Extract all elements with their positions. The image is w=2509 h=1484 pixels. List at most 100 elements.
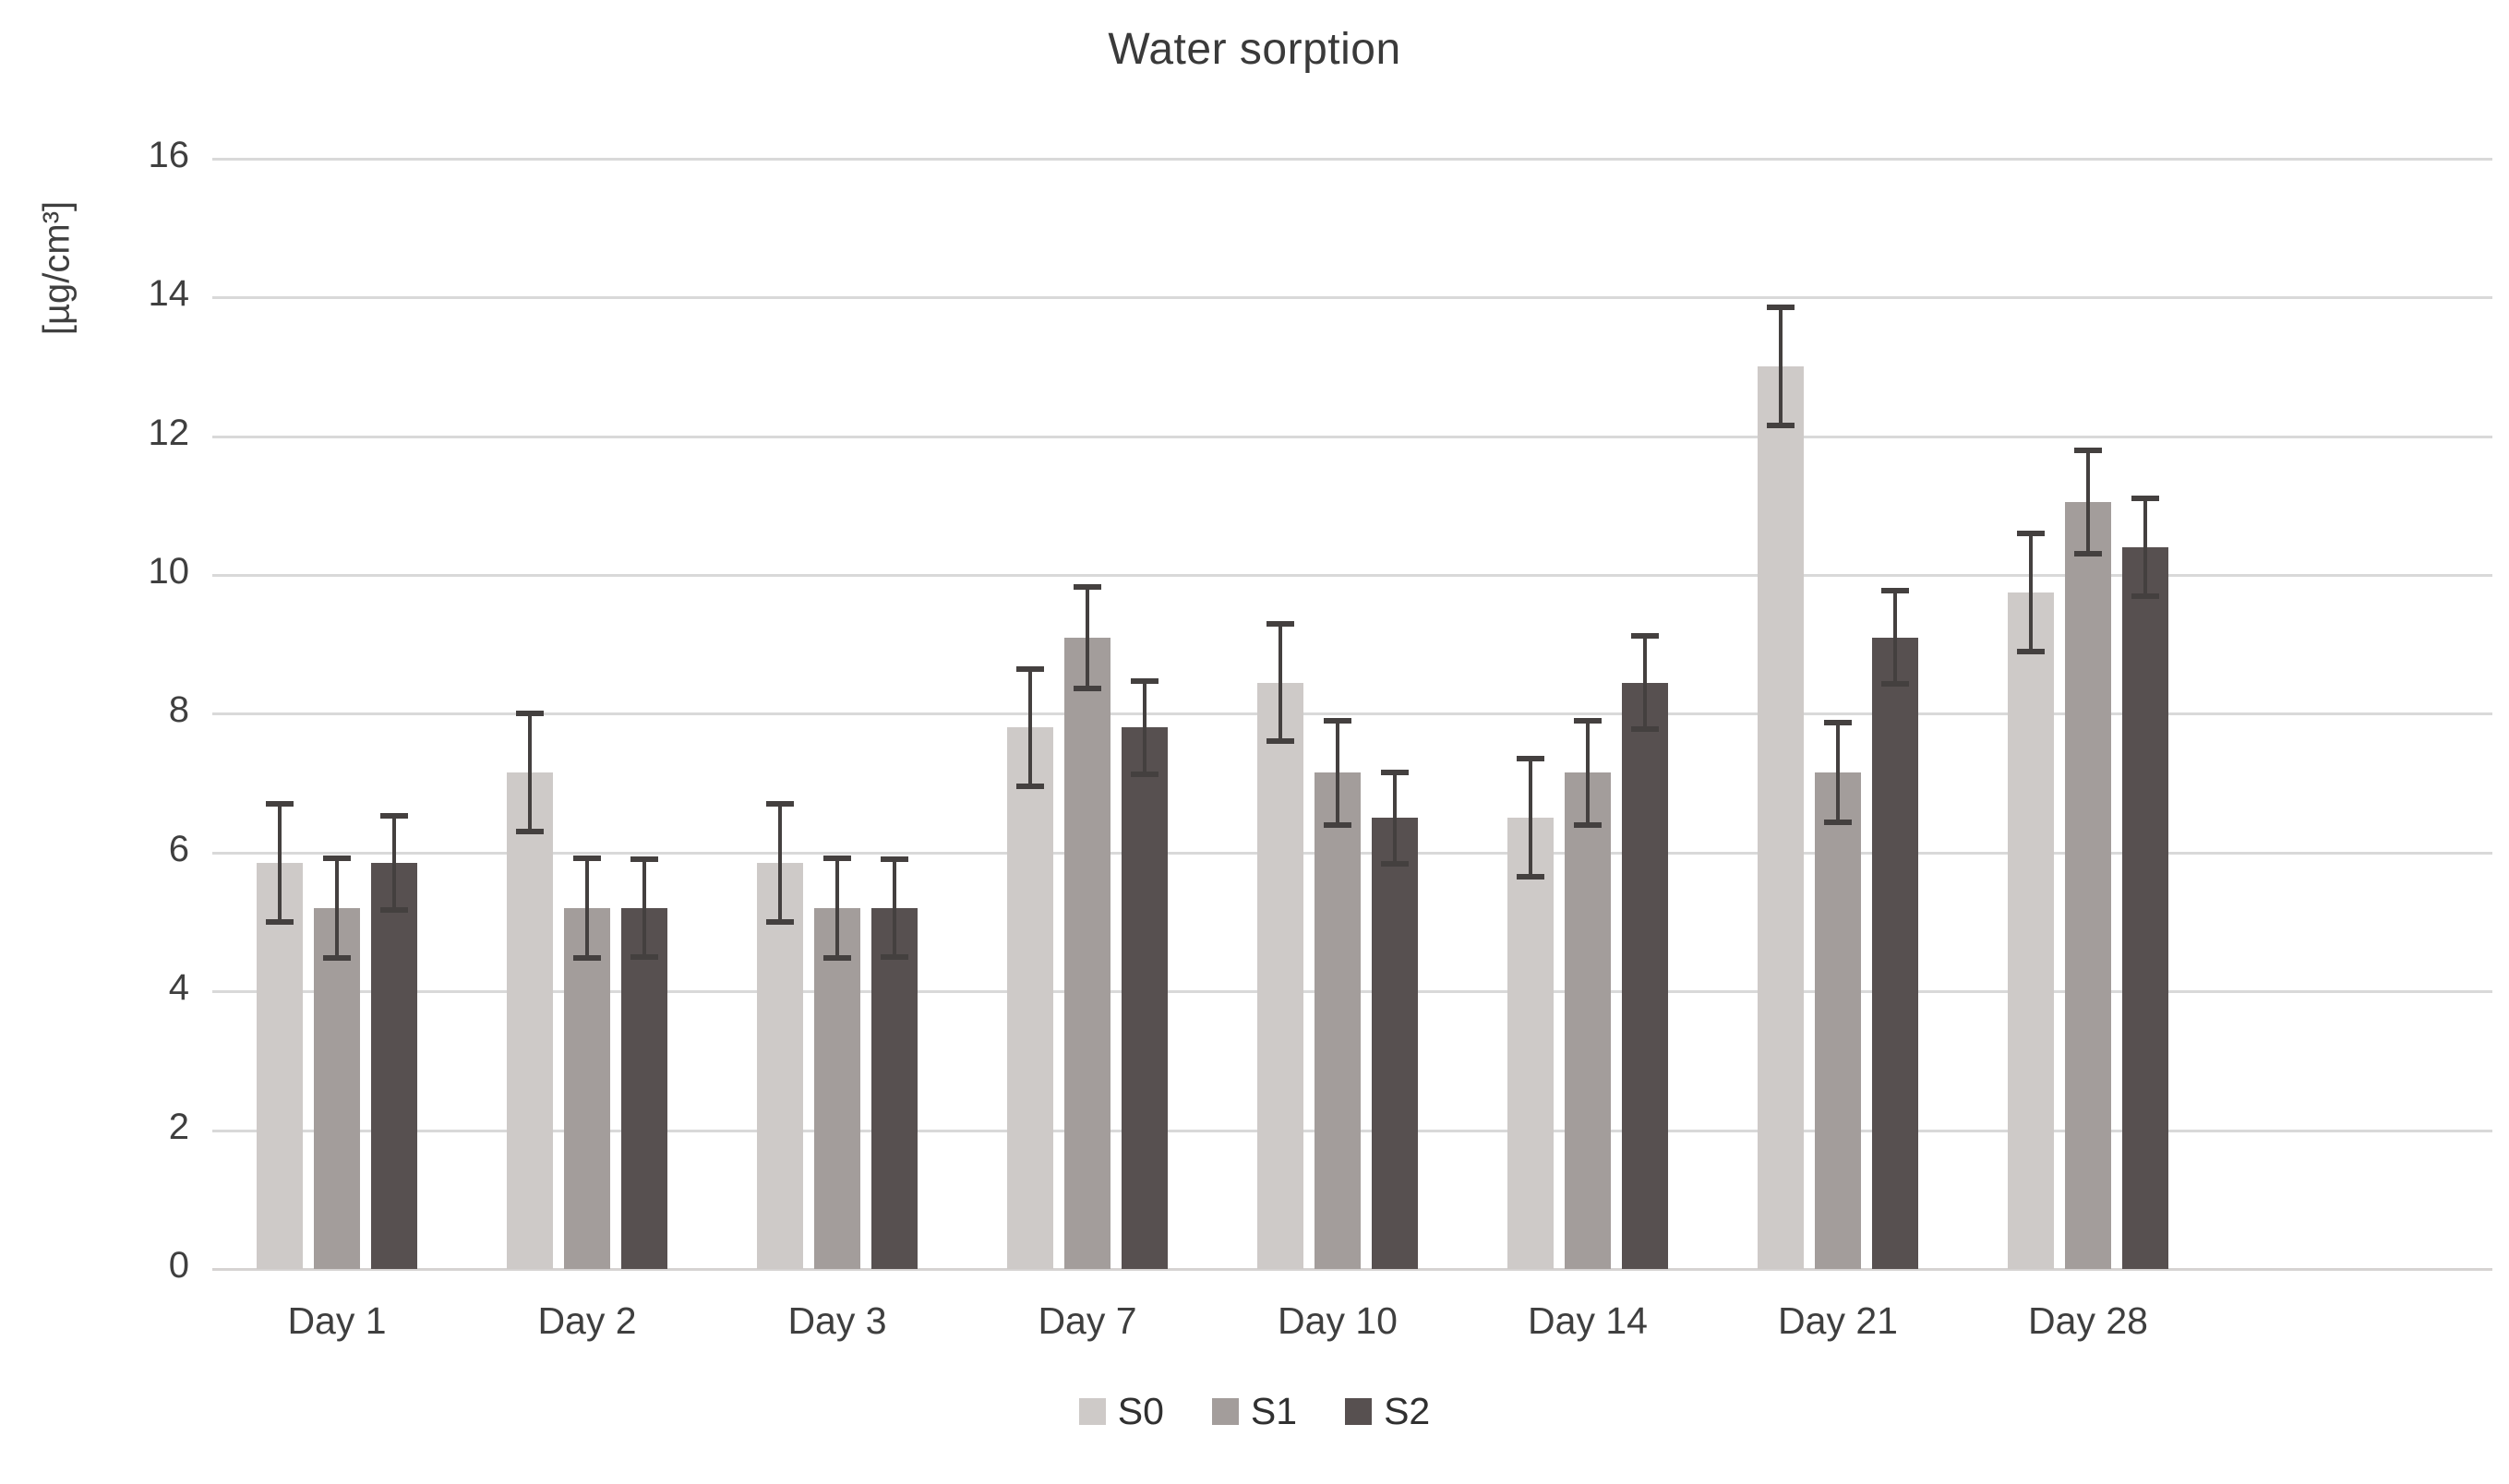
bar-S0-day-28 xyxy=(2008,592,2054,1269)
bar-S2-day-3 xyxy=(871,907,918,1269)
error-bar-cap-top xyxy=(1574,717,1602,724)
bar-S0-day-10 xyxy=(1257,682,1303,1269)
error-bar-line xyxy=(1643,636,1647,729)
bar-S2-day-7 xyxy=(1122,727,1168,1269)
bar-S0-day-2 xyxy=(507,772,553,1269)
error-bar-line xyxy=(335,857,339,959)
bar-S1-day-10 xyxy=(1315,772,1361,1269)
legend-label-S2: S2 xyxy=(1384,1390,1431,1432)
error-bar-cap-bottom xyxy=(1631,725,1659,732)
bar-S1-day-21 xyxy=(1815,772,1861,1269)
error-bar-line xyxy=(2143,498,2147,596)
error-bar-cap-top xyxy=(573,855,601,861)
error-bar-cap-top xyxy=(766,801,794,808)
bar-S1-day-1 xyxy=(314,907,360,1269)
error-bar-line xyxy=(1028,668,1032,787)
bar-S0-day-1 xyxy=(257,863,303,1269)
y-tick-label-0: 0 xyxy=(168,1245,189,1286)
error-bar-cap-bottom xyxy=(323,955,351,962)
error-bar-cap-top xyxy=(881,856,908,863)
error-bar-line xyxy=(528,713,532,832)
error-bar-cap-top xyxy=(1074,583,1101,590)
error-bar-cap-top xyxy=(1267,620,1294,627)
error-bar-cap-top xyxy=(1324,717,1351,724)
bar-S0-day-14 xyxy=(1507,818,1554,1269)
error-bar-line xyxy=(1336,720,1339,825)
error-bar-cap-bottom xyxy=(2131,592,2159,599)
bar-S2-day-10 xyxy=(1372,818,1418,1269)
error-bar-cap-bottom xyxy=(516,829,544,835)
x-tick-label-3: Day 3 xyxy=(787,1299,887,1342)
legend-entry-S0: S0 xyxy=(1078,1390,1164,1433)
error-bar-cap-top xyxy=(266,801,294,808)
error-bar-cap-top xyxy=(380,812,408,819)
y-tick-label-12: 12 xyxy=(148,412,190,453)
error-bar-line xyxy=(1893,591,1897,685)
error-bar-cap-bottom xyxy=(573,955,601,962)
y-tick-label-14: 14 xyxy=(148,273,190,315)
y-tick-label-10: 10 xyxy=(148,551,190,592)
error-bar-cap-bottom xyxy=(1131,771,1158,777)
legend-entry-S1: S1 xyxy=(1211,1390,1298,1433)
error-bar-cap-top xyxy=(323,855,351,861)
error-bar-line xyxy=(1836,723,1840,823)
error-bar-cap-bottom xyxy=(380,907,408,914)
error-bar-line xyxy=(1393,772,1397,864)
bar-S1-day-2 xyxy=(564,907,610,1269)
legend-swatch-S2 xyxy=(1345,1398,1373,1425)
x-tick-label-7: Day 21 xyxy=(1778,1299,1898,1342)
x-tick-label-8: Day 28 xyxy=(2028,1299,2148,1342)
error-bar-line xyxy=(1143,681,1146,774)
error-bar-cap-bottom xyxy=(1381,860,1409,867)
error-bar-cap-top xyxy=(1381,769,1409,775)
error-bar-line xyxy=(1279,623,1282,742)
error-bar-cap-top xyxy=(630,856,658,863)
error-bar-line xyxy=(835,857,839,959)
bar-S0-day-7 xyxy=(1007,727,1053,1269)
error-bar-cap-top xyxy=(2017,530,2045,536)
error-bar-cap-bottom xyxy=(766,919,794,925)
bar-S1-day-28 xyxy=(2065,502,2111,1269)
error-bar-line xyxy=(1086,586,1089,688)
error-bar-line xyxy=(585,857,589,959)
error-bar-cap-top xyxy=(516,711,544,717)
error-bar-line xyxy=(1529,759,1532,878)
bar-S1-day-14 xyxy=(1565,772,1611,1269)
x-tick-label-1: Day 1 xyxy=(287,1299,387,1342)
legend: S0 S1 S2 xyxy=(0,1390,2509,1433)
gridline-y-16 xyxy=(212,157,2492,161)
x-tick-label-4: Day 7 xyxy=(1038,1299,1137,1342)
error-bar-line xyxy=(392,815,396,911)
error-bar-cap-top xyxy=(1131,678,1158,685)
gridline-y-8 xyxy=(212,712,2492,716)
error-bar-line xyxy=(893,859,896,957)
legend-label-S1: S1 xyxy=(1250,1390,1298,1432)
bar-S2-day-28 xyxy=(2122,546,2168,1269)
legend-swatch-S0 xyxy=(1078,1398,1106,1425)
bar-S2-day-2 xyxy=(621,907,667,1269)
error-bar-cap-bottom xyxy=(1016,784,1044,790)
error-bar-cap-top xyxy=(2074,447,2102,453)
gridline-y-0 xyxy=(212,1268,2492,1271)
error-bar-cap-bottom xyxy=(2074,551,2102,557)
bar-S0-day-21 xyxy=(1758,366,1804,1269)
y-tick-label-8: 8 xyxy=(168,689,189,731)
error-bar-cap-bottom xyxy=(823,955,851,962)
bar-S1-day-3 xyxy=(814,907,860,1269)
error-bar-cap-bottom xyxy=(1074,685,1101,691)
y-tick-label-16: 16 xyxy=(148,134,190,175)
error-bar-line xyxy=(2029,533,2033,652)
chart-title: Water sorption xyxy=(1108,25,1401,74)
error-bar-line xyxy=(1586,720,1590,825)
error-bar-cap-bottom xyxy=(1881,681,1909,688)
bar-S2-day-21 xyxy=(1872,637,1918,1269)
error-bar-line xyxy=(778,804,782,922)
error-bar-cap-top xyxy=(1767,305,1795,311)
y-tick-label-6: 6 xyxy=(168,828,189,869)
error-bar-cap-top xyxy=(1824,720,1852,726)
legend-label-S0: S0 xyxy=(1117,1390,1164,1432)
bar-S2-day-14 xyxy=(1622,682,1668,1269)
error-bar-cap-bottom xyxy=(1267,738,1294,745)
error-bar-cap-top xyxy=(1016,665,1044,672)
